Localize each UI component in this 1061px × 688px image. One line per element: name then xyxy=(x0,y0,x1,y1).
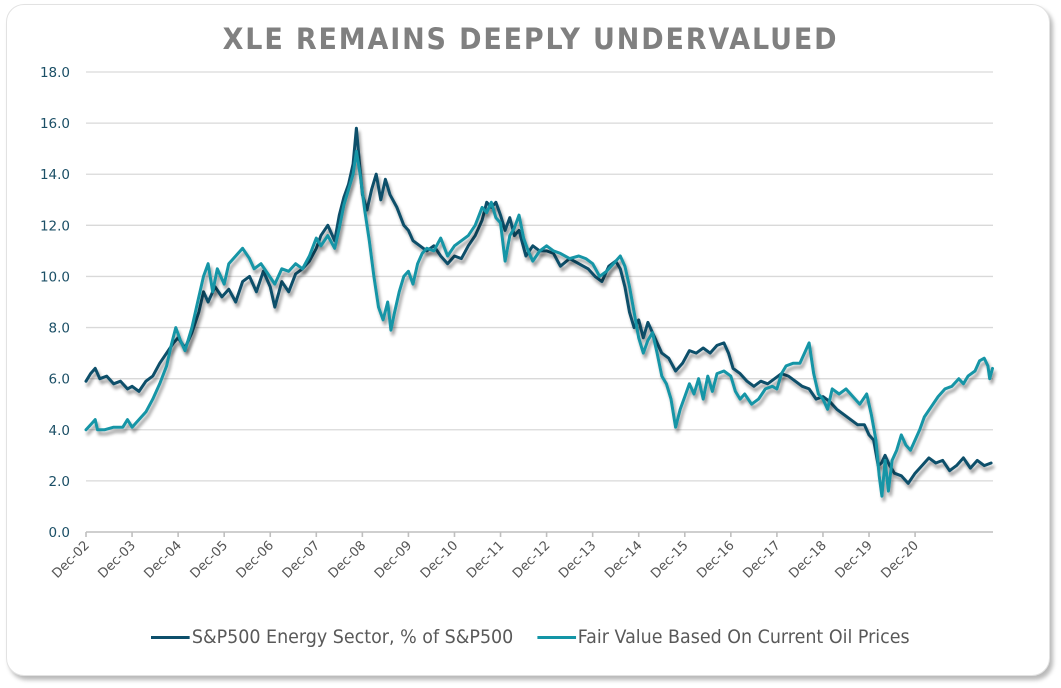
y-tick-label: 10.0 xyxy=(40,269,70,285)
x-tick-label: Dec-05 xyxy=(188,538,231,581)
x-tick-label: Dec-16 xyxy=(694,538,737,581)
x-tick-label: Dec-13 xyxy=(556,538,599,581)
x-tick-label: Dec-17 xyxy=(740,538,783,581)
legend-swatch-energy-sector xyxy=(151,635,191,639)
legend-item-energy-sector[interactable]: S&P500 Energy Sector, % of S&P500 xyxy=(151,626,513,648)
y-tick-label: 18.0 xyxy=(40,65,70,81)
series-line-fair-value xyxy=(84,149,994,498)
x-tick-label: Dec-09 xyxy=(372,538,415,581)
x-tick-label: Dec-03 xyxy=(95,538,138,581)
x-tick-label: Dec-12 xyxy=(510,538,553,581)
x-tick-label: Dec-02 xyxy=(49,538,92,581)
x-tick-label: Dec-18 xyxy=(786,538,829,581)
x-tick-label: Dec-07 xyxy=(280,538,323,581)
legend-label-energy-sector: S&P500 Energy Sector, % of S&P500 xyxy=(191,626,514,648)
y-tick-label: 2.0 xyxy=(49,474,70,490)
y-tick-label: 8.0 xyxy=(49,321,70,337)
x-tick-label: Dec-20 xyxy=(878,538,921,581)
x-tick-label: Dec-04 xyxy=(142,538,185,581)
y-tick-label: 16.0 xyxy=(40,116,70,132)
series-group xyxy=(84,126,994,498)
x-tick-label: Dec-10 xyxy=(418,538,461,581)
x-tick-label: Dec-19 xyxy=(832,538,875,581)
y-tick-label: 0.0 xyxy=(49,525,70,541)
gridlines xyxy=(86,71,993,482)
legend-item-fair-value[interactable]: Fair Value Based On Current Oil Prices xyxy=(537,626,910,648)
y-tick-label: 14.0 xyxy=(40,167,70,183)
legend-swatch-fair-value xyxy=(537,635,576,639)
y-axis: 0.0 2.0 4.0 6.0 8.0 10.0 12.0 14.0 16.0 18.0 xyxy=(40,65,70,541)
x-axis: Dec-02 Dec-03 Dec-04 Dec-05 Dec-06 Dec-07 Dec-… xyxy=(49,531,993,582)
x-tick-label: Dec-11 xyxy=(464,538,507,581)
x-tick-label: Dec-08 xyxy=(326,538,369,581)
y-tick-label: 12.0 xyxy=(40,218,70,234)
legend-label-fair-value: Fair Value Based On Current Oil Prices xyxy=(577,626,910,648)
series-line-energy-sector xyxy=(84,126,993,485)
x-tick-label: Dec-15 xyxy=(648,538,691,581)
y-tick-label: 4.0 xyxy=(49,423,70,439)
x-tick-label: Dec-14 xyxy=(602,538,645,581)
y-tick-label: 6.0 xyxy=(49,372,70,388)
legend: S&P500 Energy Sector, % of S&P500 Fair V… xyxy=(42,626,1018,648)
chart-title: XLE REMAINS DEEPLY UNDERVALUED xyxy=(222,22,839,56)
x-tick-label: Dec-06 xyxy=(234,538,277,581)
